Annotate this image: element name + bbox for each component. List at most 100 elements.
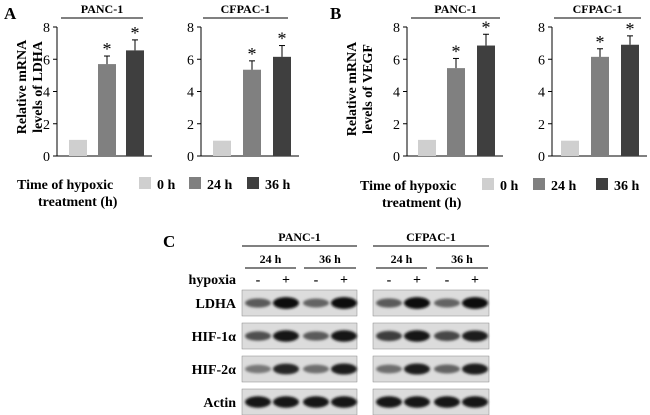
blot-row-label: LDHA — [196, 297, 237, 312]
y-tick-label: 8 — [538, 21, 545, 36]
chart-title: PANC-1 — [81, 2, 123, 16]
blot-band — [404, 363, 430, 375]
hypoxia-sign: + — [471, 273, 479, 288]
legend-title-line2: treatment (h) — [38, 195, 118, 210]
panel-label-b: B — [330, 4, 341, 23]
y-tick-label: 6 — [393, 53, 400, 68]
legend-swatch-0h — [482, 178, 494, 190]
legend-swatch-36h — [596, 178, 608, 190]
hypoxia-sign: - — [256, 273, 261, 288]
blot-band — [434, 396, 460, 408]
y-axis-label-a-line2: levels of LDHA — [31, 40, 46, 133]
significance-marker: * — [131, 23, 140, 43]
blot-band — [331, 363, 357, 375]
legend-swatch-36h — [247, 177, 259, 189]
legend-swatch-24h — [533, 178, 545, 190]
bar-0h — [418, 139, 436, 156]
y-axis-label-b-line2: levels of VEGF — [361, 44, 376, 134]
y-axis-label-b-line1: Relative mRNA — [345, 41, 360, 136]
blot-band — [376, 364, 402, 374]
time-label: 36 h — [319, 252, 341, 266]
significance-marker: * — [248, 44, 257, 64]
blot-band — [273, 330, 299, 342]
legend-title: Time of hypoxic — [17, 178, 113, 193]
significance-marker: * — [626, 19, 635, 39]
blot-row-label: HIF-2α — [192, 363, 237, 378]
bar-24h — [98, 64, 116, 156]
blot-band — [462, 297, 488, 309]
blot-band — [303, 396, 329, 408]
bar-0h — [213, 140, 231, 156]
bar-chart-b-cfpac1: CFPAC-1 0 2 4 6 8 * * — [538, 2, 647, 165]
time-label: 24 h — [260, 252, 282, 266]
y-tick-label: 4 — [187, 86, 194, 101]
chart-title: PANC-1 — [434, 2, 476, 16]
legend-swatch-0h — [139, 177, 151, 189]
bar-24h — [447, 68, 465, 156]
blot-band — [331, 396, 357, 408]
hypoxia-sign: - — [314, 273, 319, 288]
bar-36h — [621, 44, 639, 156]
blot-row-label: Actin — [203, 396, 236, 411]
y-tick-label: 6 — [43, 53, 50, 68]
significance-marker: * — [278, 29, 287, 49]
y-tick-label: 0 — [393, 150, 400, 165]
y-tick-label: 4 — [538, 86, 545, 101]
bar-chart-a-cfpac1: CFPAC-1 0 2 4 6 8 * * — [187, 2, 299, 165]
hypoxia-sign: - — [387, 273, 392, 288]
y-tick-label: 4 — [43, 86, 50, 101]
bar-36h — [477, 45, 495, 157]
cell-line-label: CFPAC-1 — [406, 230, 456, 244]
blot-band — [404, 297, 430, 309]
blot-band — [434, 331, 460, 341]
blot-band — [434, 364, 460, 374]
blot-band — [245, 364, 271, 374]
hypoxia-sign: - — [445, 273, 450, 288]
panel-label-c: C — [163, 232, 175, 251]
blot-band — [245, 331, 271, 341]
legend-a: Time of hypoxic treatment (h) 0 h 24 h 3… — [17, 177, 291, 210]
hypoxia-label: hypoxia — [189, 273, 236, 288]
legend-title-line2: treatment (h) — [382, 196, 462, 211]
legend-label-36h: 36 h — [265, 178, 291, 193]
hypoxia-sign: + — [340, 273, 348, 288]
bar-24h — [591, 56, 609, 156]
y-tick-label: 8 — [43, 21, 50, 36]
blot-band — [303, 331, 329, 341]
blot-band — [273, 363, 299, 375]
blot-band — [331, 297, 357, 309]
blot-band — [303, 298, 329, 308]
significance-marker: * — [482, 17, 491, 37]
blot-band — [404, 330, 430, 342]
chart-title: CFPAC-1 — [221, 2, 271, 16]
blot-band — [462, 396, 488, 408]
blot-band — [331, 330, 357, 342]
legend-swatch-24h — [189, 177, 201, 189]
blot-band — [376, 330, 402, 342]
blot-row-label: HIF-1α — [192, 330, 237, 345]
legend-label-36h: 36 h — [614, 179, 640, 194]
y-tick-label: 8 — [187, 21, 194, 36]
bar-36h — [126, 50, 144, 156]
y-tick-label: 2 — [538, 118, 545, 133]
bar-chart-b-panc1: PANC-1 0 2 4 6 8 * * — [393, 2, 503, 165]
significance-marker: * — [103, 39, 112, 59]
blot-band — [376, 396, 402, 408]
legend-title: Time of hypoxic — [360, 179, 456, 194]
bar-chart-a-panc1: PANC-1 0 2 4 6 8 * * — [43, 2, 152, 165]
western-blot: PANC-124 h 36 h- + - +CFPAC-124 h 36 h- + - +hyp… — [189, 230, 490, 415]
blot-band — [273, 396, 299, 408]
blot-band — [462, 330, 488, 342]
y-tick-label: 0 — [187, 150, 194, 165]
blot-band — [245, 298, 271, 308]
hypoxia-sign: + — [282, 273, 290, 288]
significance-marker: * — [452, 41, 461, 61]
y-axis-label-a-line1: Relative mRNA — [15, 39, 30, 134]
legend-b: Time of hypoxic treatment (h) 0 h 24 h 3… — [360, 178, 640, 211]
hypoxia-sign: + — [413, 273, 421, 288]
blot-band — [273, 297, 299, 309]
y-tick-label: 2 — [187, 118, 194, 133]
blot-band — [462, 363, 488, 375]
time-label: 24 h — [391, 252, 413, 266]
